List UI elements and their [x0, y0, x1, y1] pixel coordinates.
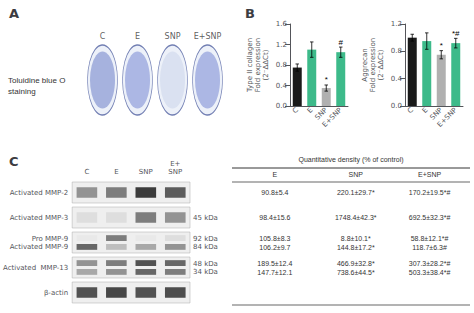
- svg-text:C: C: [84, 168, 89, 176]
- svg-text:1.6: 1.6: [276, 20, 288, 28]
- svg-text:E+SNP: E+SNP: [418, 171, 441, 178]
- svg-text:692.5±32.3*#: 692.5±32.3*#: [409, 214, 451, 221]
- svg-text:Activated MMP-13: Activated MMP-13: [3, 264, 68, 272]
- svg-text:E: E: [135, 32, 140, 41]
- svg-text:1.2: 1.2: [391, 20, 402, 28]
- svg-text:0.8: 0.8: [276, 61, 287, 69]
- svg-text:466.9±32.8*: 466.9±32.8*: [337, 260, 375, 267]
- svg-text:Toluidine blue O: Toluidine blue O: [8, 76, 65, 85]
- svg-text:E+SNP: E+SNP: [436, 106, 459, 129]
- svg-text:SNP: SNP: [139, 168, 153, 176]
- svg-text:E: E: [273, 171, 278, 178]
- svg-text:A: A: [9, 6, 19, 21]
- svg-text:106.2±9.7: 106.2±9.7: [259, 244, 290, 251]
- svg-text:58.8±12.1*#: 58.8±12.1*#: [411, 235, 449, 242]
- svg-text:Activated MMP-3: Activated MMP-3: [10, 214, 68, 222]
- svg-text:Quantitative density (% of con: Quantitative density (% of control): [298, 156, 403, 164]
- svg-text:Fold expression: Fold expression: [369, 38, 377, 92]
- svg-text:E+SNP: E+SNP: [321, 106, 344, 129]
- svg-text:84 kDa: 84 kDa: [193, 243, 218, 251]
- svg-text:90.8±5.4: 90.8±5.4: [261, 189, 288, 196]
- svg-text:0.0: 0.0: [391, 102, 402, 110]
- svg-text:503.3±38.4*#: 503.3±38.4*#: [409, 269, 451, 276]
- svg-text:Activated MMP-9: Activated MMP-9: [10, 243, 68, 251]
- svg-text:118.7±6.3#: 118.7±6.3#: [412, 244, 447, 251]
- svg-text:220.1±29.7*: 220.1±29.7*: [337, 189, 375, 196]
- svg-text:0.4: 0.4: [276, 82, 288, 90]
- svg-text:144.8±17.2*: 144.8±17.2*: [337, 244, 375, 251]
- svg-text:E: E: [306, 106, 315, 115]
- svg-text:E+: E+: [170, 160, 180, 168]
- svg-text:*: *: [325, 75, 328, 84]
- svg-text:E+SNP: E+SNP: [194, 32, 222, 41]
- svg-text:170.2±19.5*#: 170.2±19.5*#: [409, 189, 451, 196]
- svg-text:B: B: [245, 6, 255, 21]
- svg-text:C: C: [406, 106, 415, 115]
- svg-text:45 kDa: 45 kDa: [193, 214, 218, 222]
- svg-text:105.8±8.3: 105.8±8.3: [259, 235, 290, 242]
- svg-text:*: *: [440, 41, 443, 50]
- svg-text:Activated MMP-2: Activated MMP-2: [10, 189, 68, 197]
- svg-text:C: C: [291, 106, 300, 115]
- svg-text:(2⁻ΔΔCt): (2⁻ΔΔCt): [377, 49, 385, 80]
- svg-text:8.8±10.1*: 8.8±10.1*: [341, 235, 371, 242]
- svg-text:SNP: SNP: [165, 32, 181, 41]
- svg-text:Type II collagen: Type II collagen: [246, 38, 254, 93]
- svg-text:Pro MMP-9: Pro MMP-9: [32, 235, 68, 243]
- svg-text:staining: staining: [8, 87, 36, 96]
- svg-text:34 kDa: 34 kDa: [193, 268, 218, 276]
- svg-text:β-actin: β-actin: [44, 289, 68, 297]
- svg-text:Aggrecan: Aggrecan: [361, 48, 369, 81]
- svg-text:SNP: SNP: [168, 168, 182, 176]
- svg-text:E: E: [421, 106, 430, 115]
- svg-text:(2⁻ΔΔCt): (2⁻ΔΔCt): [262, 49, 270, 80]
- svg-text:189.5±12.4: 189.5±12.4: [257, 260, 292, 267]
- svg-text:738.6±44.5*: 738.6±44.5*: [337, 269, 375, 276]
- svg-text:1.2: 1.2: [276, 41, 287, 49]
- svg-text:98.4±15.6: 98.4±15.6: [259, 214, 290, 221]
- svg-text:1748.4±42.3*: 1748.4±42.3*: [335, 214, 377, 221]
- svg-text:0.4: 0.4: [391, 75, 403, 83]
- svg-text:*#: *#: [452, 29, 460, 38]
- svg-text:Fold expression: Fold expression: [254, 38, 262, 92]
- svg-text:SNP: SNP: [349, 171, 364, 178]
- svg-text:#: #: [339, 38, 344, 47]
- svg-text:48 kDa: 48 kDa: [193, 260, 218, 268]
- svg-text:E: E: [114, 168, 118, 176]
- svg-text:0.8: 0.8: [391, 47, 402, 55]
- svg-text:C: C: [100, 32, 106, 41]
- svg-text:92 kDa: 92 kDa: [193, 235, 218, 243]
- svg-text:147.7±12.1: 147.7±12.1: [257, 269, 292, 276]
- svg-text:0.0: 0.0: [276, 102, 287, 110]
- svg-text:C: C: [9, 154, 19, 169]
- svg-text:307.3±28.2*#: 307.3±28.2*#: [409, 260, 451, 267]
